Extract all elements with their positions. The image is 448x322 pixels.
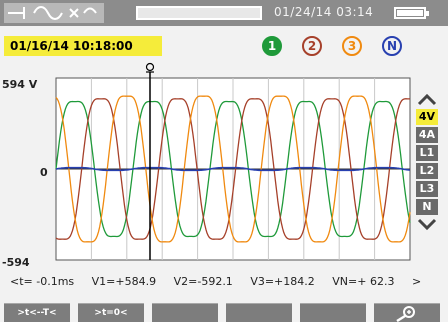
cursor-to-trigger-button[interactable]: >t<--T< [4,303,70,322]
phase-2-indicator[interactable]: 2 [302,36,322,56]
phase-label: 3 [347,39,357,53]
function-key-4[interactable] [226,303,292,322]
side-menu-l2[interactable]: L2 [416,163,438,179]
chevron-up-icon[interactable] [416,93,438,107]
series-layer [55,95,411,243]
y-axis-bottom-label: -594 [2,256,30,269]
series-line-3 [55,95,411,243]
battery-icon [394,7,429,19]
side-menu-4a[interactable]: 4A [416,127,438,143]
zoom-icon [396,306,415,322]
function-key-3[interactable] [152,303,218,322]
progress-fill [138,8,260,18]
phase-label: 1 [267,39,277,53]
cursor-to-zero-button[interactable]: >t=0< [78,303,144,322]
readout-vn: VN=+ 62.3 [332,275,395,288]
zoom-button[interactable] [374,303,440,322]
readout-time: <t= -0.1ms [10,275,75,288]
readout-v2: V2=-592.1 [173,275,233,288]
phase-3-indicator[interactable]: 3 [342,36,362,56]
side-menu-l3[interactable]: L3 [416,181,438,197]
series-line-1 [55,100,411,238]
phase-label: 2 [307,39,317,53]
readout-v3: V3=+184.2 [250,275,315,288]
series-line-n [55,166,411,172]
waveform-icon [4,3,104,23]
side-menu-4v[interactable]: 4V [416,109,438,125]
side-menu-l1[interactable]: L1 [416,145,438,161]
function-key-5[interactable] [300,303,366,322]
phase-label: N [386,39,398,53]
readout-v1: V1=+584.9 [91,275,157,288]
cursor-readout: <t= -0.1ms V1=+584.9 V2=-592.1 V3=+184.2… [10,275,440,288]
status-bar: 01/24/14 03:14 [0,0,448,26]
recording-progress-bar [136,6,262,20]
chevron-down-icon[interactable] [416,217,438,231]
cursor-marker-icon[interactable] [145,62,155,73]
side-menu-n[interactable]: N [416,199,438,215]
waveform-chart[interactable]: 594 V 0 -594 [0,60,416,272]
phase-n-indicator[interactable]: N [382,36,402,56]
battery-level-fill [397,10,423,16]
phase-1-indicator[interactable]: 1 [262,36,282,56]
y-axis-zero-label: 0 [40,166,48,179]
series-line-2 [55,98,410,240]
readout-next-arrow[interactable]: > [411,275,422,288]
system-datetime: 01/24/14 03:14 [274,5,374,19]
capture-timestamp: 01/16/14 10:18:00 [4,36,162,56]
y-axis-top-label: 594 V [2,78,38,91]
